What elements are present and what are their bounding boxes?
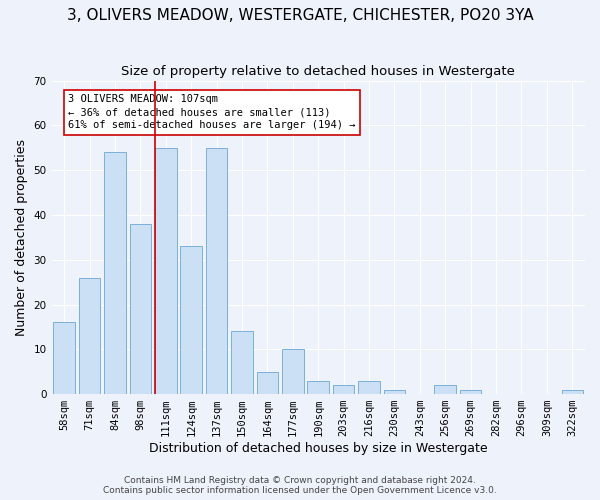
Bar	[383, 390, 405, 394]
Bar	[130, 224, 151, 394]
Bar	[434, 385, 456, 394]
Bar	[155, 148, 176, 394]
Title: Size of property relative to detached houses in Westergate: Size of property relative to detached ho…	[121, 65, 515, 78]
Bar	[231, 332, 253, 394]
Bar	[460, 390, 481, 394]
Bar	[358, 380, 380, 394]
Text: Contains HM Land Registry data © Crown copyright and database right 2024.
Contai: Contains HM Land Registry data © Crown c…	[103, 476, 497, 495]
Bar	[53, 322, 75, 394]
Bar	[257, 372, 278, 394]
Bar	[181, 246, 202, 394]
Bar	[104, 152, 126, 394]
Text: 3, OLIVERS MEADOW, WESTERGATE, CHICHESTER, PO20 3YA: 3, OLIVERS MEADOW, WESTERGATE, CHICHESTE…	[67, 8, 533, 22]
Text: 3 OLIVERS MEADOW: 107sqm
← 36% of detached houses are smaller (113)
61% of semi-: 3 OLIVERS MEADOW: 107sqm ← 36% of detach…	[68, 94, 356, 130]
Bar	[333, 385, 355, 394]
Y-axis label: Number of detached properties: Number of detached properties	[15, 139, 28, 336]
Bar	[282, 350, 304, 394]
Bar	[206, 148, 227, 394]
Bar	[79, 278, 100, 394]
Bar	[307, 380, 329, 394]
X-axis label: Distribution of detached houses by size in Westergate: Distribution of detached houses by size …	[149, 442, 488, 455]
Bar	[562, 390, 583, 394]
